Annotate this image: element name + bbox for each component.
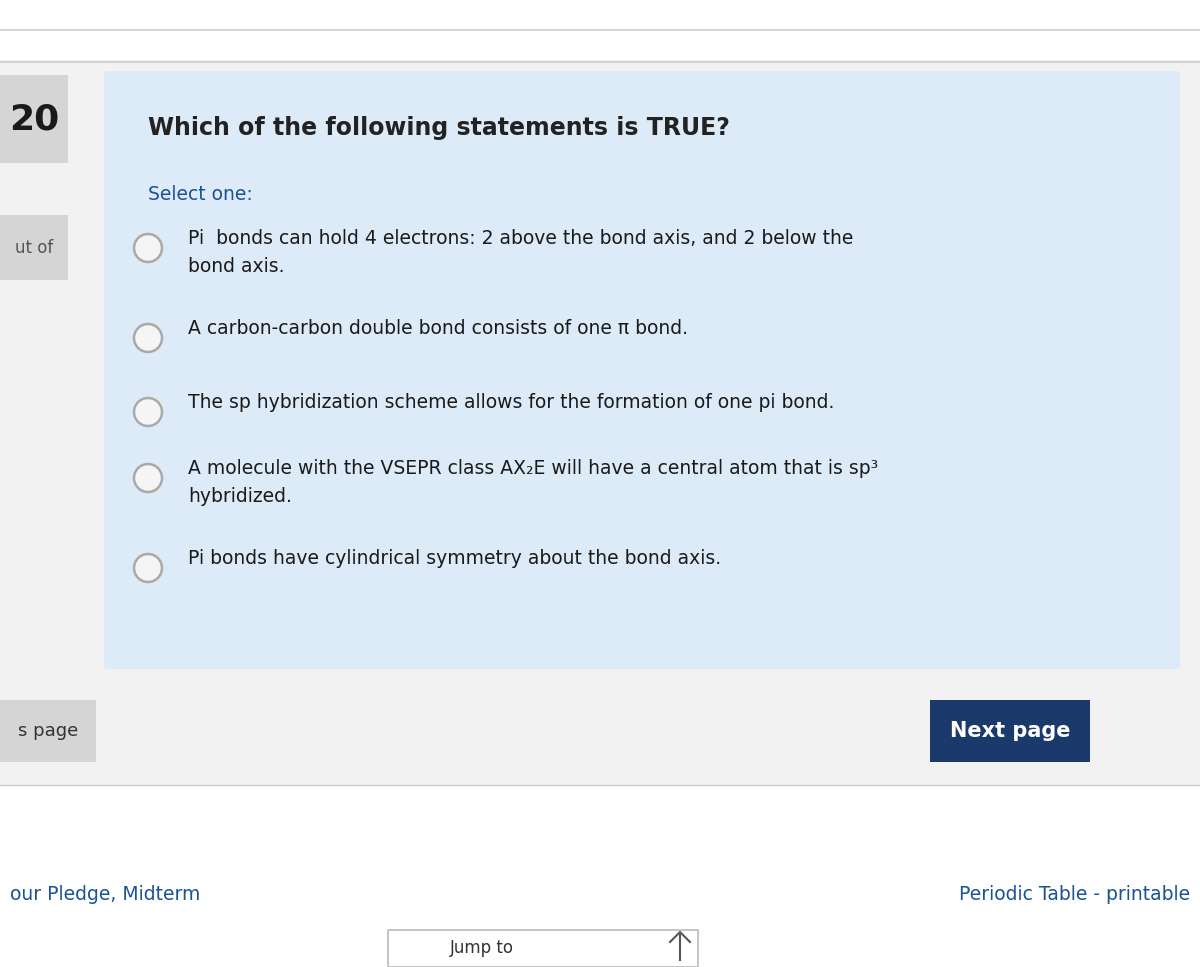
FancyBboxPatch shape	[0, 785, 1200, 967]
FancyBboxPatch shape	[0, 75, 68, 163]
Text: hybridized.: hybridized.	[188, 486, 292, 506]
FancyBboxPatch shape	[0, 700, 96, 762]
Text: Periodic Table - printable: Periodic Table - printable	[959, 886, 1190, 904]
Text: Next page: Next page	[949, 721, 1070, 741]
FancyBboxPatch shape	[0, 670, 1200, 785]
Text: A molecule with the VSEPR class AX₂E will have a central atom that is sp³: A molecule with the VSEPR class AX₂E wil…	[188, 458, 878, 478]
Text: Pi  bonds can hold 4 electrons: 2 above the bond axis, and 2 below the: Pi bonds can hold 4 electrons: 2 above t…	[188, 228, 853, 248]
Text: Select one:: Select one:	[148, 186, 253, 204]
Circle shape	[134, 398, 162, 426]
Circle shape	[134, 324, 162, 352]
Text: ut of: ut of	[14, 239, 53, 257]
Text: our Pledge, Midterm: our Pledge, Midterm	[10, 886, 200, 904]
Text: The sp hybridization scheme allows for the formation of one pi bond.: The sp hybridization scheme allows for t…	[188, 393, 834, 412]
FancyBboxPatch shape	[104, 71, 1180, 669]
FancyBboxPatch shape	[388, 930, 698, 967]
Text: Pi bonds have cylindrical symmetry about the bond axis.: Pi bonds have cylindrical symmetry about…	[188, 548, 721, 568]
FancyBboxPatch shape	[0, 215, 68, 280]
Text: Which of the following statements is TRUE?: Which of the following statements is TRU…	[148, 116, 730, 140]
Text: A carbon-carbon double bond consists of one π bond.: A carbon-carbon double bond consists of …	[188, 318, 688, 337]
Circle shape	[134, 554, 162, 582]
FancyBboxPatch shape	[0, 0, 1200, 60]
Text: s page: s page	[18, 722, 78, 740]
Text: 20: 20	[8, 102, 59, 136]
Text: Jump to: Jump to	[450, 939, 514, 957]
Circle shape	[134, 234, 162, 262]
Circle shape	[134, 464, 162, 492]
FancyBboxPatch shape	[930, 700, 1090, 762]
Text: bond axis.: bond axis.	[188, 256, 284, 276]
